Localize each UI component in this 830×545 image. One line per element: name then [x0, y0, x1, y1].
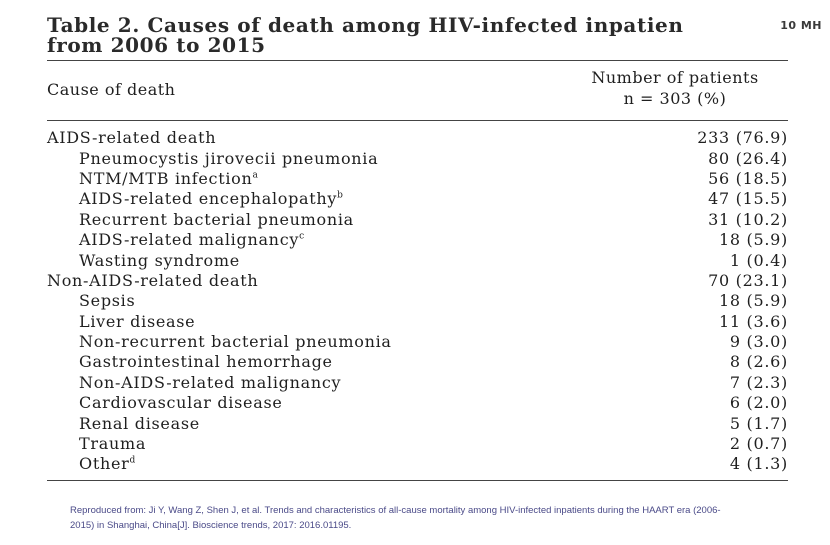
cause-cell: NTM/MTB infectiona [47, 169, 634, 189]
patient-count-cell: 47 (15.5) [708, 189, 788, 209]
patient-count-cell: 18 (5.9) [719, 230, 788, 250]
cause-cell: Liver disease [47, 312, 634, 332]
cause-cell: Wasting syndrome [47, 250, 634, 270]
cause-label: Pneumocystis jirovecii pneumonia [79, 148, 379, 168]
table-row: Gastrointestinal hemorrhage 8 (2.6) [47, 352, 788, 372]
cause-label: AIDS-related death [47, 128, 217, 148]
citation-line2: 2015) in Shanghai, China[J]. Bioscience … [70, 520, 352, 531]
watermark-logo: 10 MH [778, 19, 824, 32]
cause-label: Sepsis [79, 291, 136, 311]
table-row: Non-recurrent bacterial pneumonia 9 (3.0) [47, 332, 788, 352]
cause-label: NTM/MTB infection [79, 168, 253, 188]
table-row: Pneumocystis jirovecii pneumonia 80 (26.4… [47, 148, 788, 168]
table-bottom-rule [47, 480, 788, 481]
cause-cell: Gastrointestinal hemorrhage [47, 352, 634, 372]
patient-count-cell: 7 (2.3) [729, 372, 788, 392]
footnote-marker: d [129, 456, 136, 467]
patient-count-cell: 4 (1.3) [729, 454, 788, 474]
cause-label: Gastrointestinal hemorrhage [79, 352, 333, 372]
column-header-count-line2: n = 303 (%) [623, 89, 727, 108]
cause-cell: Pneumocystis jirovecii pneumonia [47, 148, 634, 168]
patient-count-cell: 5 (1.7) [729, 413, 788, 433]
causes-table: AIDS-related death 233 (76.9) Pneumocystis… [47, 128, 788, 475]
patient-count-cell: 31 (10.2) [708, 209, 788, 229]
table-title-line1: Table 2. Causes of death among HIV-infec… [47, 15, 684, 37]
cause-label: Wasting syndrome [79, 250, 240, 270]
cause-cell: Sepsis [47, 291, 634, 311]
cause-cell: Cardiovascular disease [47, 393, 634, 413]
cause-label: Cardiovascular disease [79, 393, 283, 413]
cause-cell: Otherd [47, 454, 634, 474]
patient-count-cell: 80 (26.4) [708, 148, 788, 168]
cause-cell: Trauma [47, 434, 634, 454]
table-row: Non-AIDS-related death 70 (23.1) [47, 271, 788, 291]
table-row: AIDS-related death 233 (76.9) [47, 128, 788, 148]
cause-cell: AIDS-related malignancyc [47, 230, 634, 250]
table-title-line2: from 2006 to 2015 [47, 33, 266, 55]
cause-label: Non-recurrent bacterial pneumonia [79, 332, 392, 352]
table-row: AIDS-related encephalopathyb 47 (15.5) [47, 189, 788, 209]
footnote-marker: b [337, 191, 344, 202]
cause-label: AIDS-related malignancy [79, 230, 300, 250]
cause-cell: Recurrent bacterial pneumonia [47, 210, 634, 230]
table-row: Otherd 4 (1.3) [47, 454, 788, 474]
citation-line1: Reproduced from: Ji Y, Wang Z, Shen J, e… [70, 505, 721, 516]
table-header-rule [47, 120, 788, 121]
table-row: Cardiovascular disease 6 (2.0) [47, 393, 788, 413]
table-row: NTM/MTB infectiona 56 (18.5) [47, 169, 788, 189]
patient-count-cell: 56 (18.5) [708, 168, 788, 188]
footnote-marker: c [299, 231, 305, 242]
patient-count-cell: 70 (23.1) [708, 270, 788, 290]
cause-cell: Non-AIDS-related malignancy [47, 373, 634, 393]
table-row: AIDS-related malignancyc 18 (5.9) [47, 230, 788, 250]
cause-label: Non-AIDS-related malignancy [79, 372, 342, 392]
table-title: Table 2. Causes of death among HIV-infec… [47, 15, 822, 55]
cause-cell: AIDS-related encephalopathyb [47, 189, 634, 209]
cause-cell: AIDS-related death [47, 128, 634, 148]
cause-label: Recurrent bacterial pneumonia [79, 209, 354, 229]
citation-footer: Reproduced from: Ji Y, Wang Z, Shen J, e… [70, 503, 770, 533]
causes-table-body: AIDS-related death 233 (76.9) Pneumocystis… [47, 128, 788, 475]
cause-cell: Non-recurrent bacterial pneumonia [47, 332, 634, 352]
table-row: Non-AIDS-related malignancy 7 (2.3) [47, 373, 788, 393]
column-header-count-line1: Number of patients [591, 68, 759, 87]
table-row: Liver disease 11 (3.6) [47, 312, 788, 332]
patient-count-cell: 11 (3.6) [719, 311, 788, 331]
cause-label: Non-AIDS-related death [47, 270, 259, 290]
patient-count-cell: 2 (0.7) [729, 434, 788, 454]
table-row: Trauma 2 (0.7) [47, 434, 788, 454]
patient-count-cell: 6 (2.0) [729, 393, 788, 413]
cause-label: Renal disease [79, 413, 200, 433]
table-row: Wasting syndrome 1 (0.4) [47, 250, 788, 270]
cause-label: AIDS-related encephalopathy [79, 189, 338, 209]
table-row: Sepsis 18 (5.9) [47, 291, 788, 311]
column-header-count: Number of patients n = 303 (%) [560, 67, 790, 109]
table-top-rule [47, 60, 788, 61]
cause-label: Liver disease [79, 311, 196, 331]
footnote-marker: a [252, 170, 259, 181]
patient-count-cell: 1 (0.4) [729, 250, 788, 270]
table-row: Recurrent bacterial pneumonia 31 (10.2) [47, 210, 788, 230]
cause-label: Other [79, 454, 130, 474]
cause-label: Trauma [79, 434, 147, 454]
patient-count-cell: 9 (3.0) [729, 332, 788, 352]
table-row: Renal disease 5 (1.7) [47, 413, 788, 433]
patient-count-cell: 8 (2.6) [729, 352, 788, 372]
cause-cell: Non-AIDS-related death [47, 271, 634, 291]
patient-count-cell: 233 (76.9) [697, 128, 788, 148]
cause-cell: Renal disease [47, 413, 634, 433]
patient-count-cell: 18 (5.9) [719, 291, 788, 311]
column-header-cause: Cause of death [47, 80, 176, 99]
